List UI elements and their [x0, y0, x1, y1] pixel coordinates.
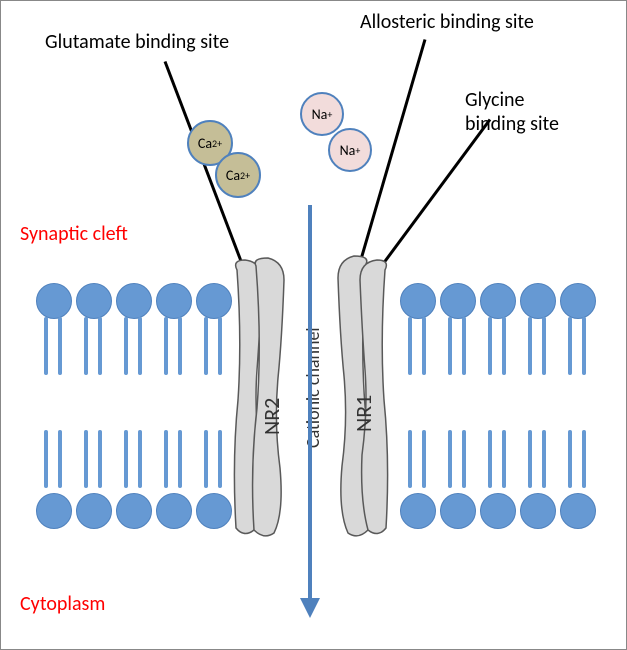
lipid-head: [520, 493, 556, 529]
lipid-head: [156, 493, 192, 529]
lipid-tail: [528, 317, 532, 375]
lipid-tail: [124, 430, 128, 488]
ion-ca: Ca2+: [215, 152, 261, 198]
lipid-tail: [164, 430, 168, 488]
cytoplasm-label: Cytoplasm: [20, 592, 105, 616]
lipid-tail: [408, 430, 412, 488]
lipid-tail: [84, 317, 88, 375]
lipid-head: [116, 283, 152, 319]
lipid-head: [400, 493, 436, 529]
nr2-label: NR2: [258, 398, 285, 435]
lipid-head: [560, 493, 596, 529]
lipid-tail: [422, 430, 426, 488]
lipid-head: [440, 283, 476, 319]
ion-na: Na+: [300, 92, 344, 136]
pointer-line: [369, 119, 491, 283]
lipid-tail: [528, 430, 532, 488]
lipid-tail: [178, 430, 182, 488]
lipid-tail: [124, 317, 128, 375]
lipid-head: [156, 283, 192, 319]
lipid-tail: [204, 317, 208, 375]
lipid-head: [36, 283, 72, 319]
lipid-tail: [218, 430, 222, 488]
lipid-tail: [178, 317, 182, 375]
lipid-head: [520, 283, 556, 319]
cationic-channel-label: Cationic channel: [302, 327, 324, 448]
lipid-head: [196, 493, 232, 529]
lipid-tail: [582, 430, 586, 488]
glutamate-label: Glutamate binding site: [45, 30, 229, 54]
synaptic-cleft-label: Synaptic cleft: [20, 222, 128, 246]
ion-na: Na+: [328, 128, 372, 172]
lipid-tail: [542, 317, 546, 375]
lipid-tail: [502, 317, 506, 375]
lipid-head: [480, 283, 516, 319]
lipid-head: [76, 493, 112, 529]
lipid-tail: [408, 317, 412, 375]
arrow-head-icon: [300, 598, 320, 618]
lipid-tail: [138, 430, 142, 488]
glycine-label: Glycine binding site: [465, 88, 559, 136]
lipid-tail: [58, 317, 62, 375]
lipid-head: [36, 493, 72, 529]
lipid-tail: [448, 317, 452, 375]
lipid-tail: [44, 317, 48, 375]
lipid-tail: [542, 430, 546, 488]
lipid-tail: [44, 430, 48, 488]
lipid-tail: [568, 430, 572, 488]
lipid-tail: [84, 430, 88, 488]
lipid-tail: [448, 430, 452, 488]
nr1-label: NR1: [350, 395, 377, 432]
lipid-head: [480, 493, 516, 529]
lipid-head: [76, 283, 112, 319]
diagram-stage: { "labels": { "glutamate": "Glutamate bi…: [0, 0, 627, 650]
lipid-tail: [218, 317, 222, 375]
lipid-head: [196, 283, 232, 319]
lipid-tail: [462, 317, 466, 375]
lipid-tail: [488, 430, 492, 488]
lipid-tail: [568, 317, 572, 375]
lipid-head: [560, 283, 596, 319]
lipid-head: [116, 493, 152, 529]
lipid-head: [400, 283, 436, 319]
arrow-shaft: [308, 205, 312, 600]
lipid-tail: [488, 317, 492, 375]
lipid-tail: [98, 317, 102, 375]
lipid-tail: [164, 317, 168, 375]
lipid-tail: [204, 430, 208, 488]
lipid-tail: [502, 430, 506, 488]
lipid-tail: [58, 430, 62, 488]
lipid-head: [440, 493, 476, 529]
lipid-tail: [582, 317, 586, 375]
lipid-tail: [422, 317, 426, 375]
lipid-tail: [138, 317, 142, 375]
lipid-tail: [462, 430, 466, 488]
lipid-tail: [98, 430, 102, 488]
allosteric-label: Allosteric binding site: [360, 10, 534, 34]
